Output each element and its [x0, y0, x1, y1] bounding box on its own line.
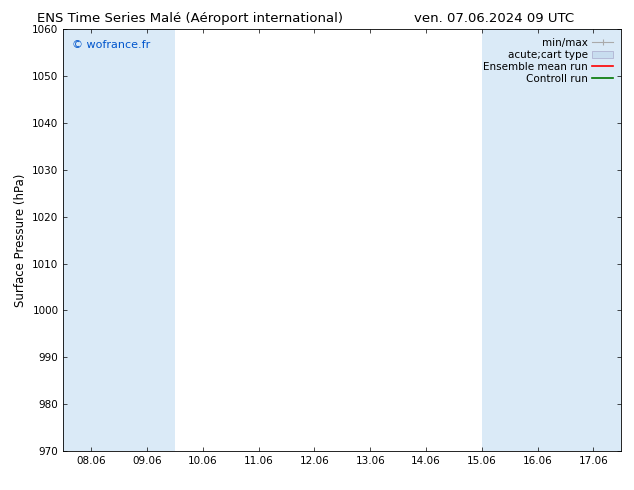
Text: ENS Time Series Malé (Aéroport international): ENS Time Series Malé (Aéroport internati… [37, 12, 343, 25]
Text: ven. 07.06.2024 09 UTC: ven. 07.06.2024 09 UTC [415, 12, 574, 25]
Text: © wofrance.fr: © wofrance.fr [72, 40, 150, 50]
Legend: min/max, acute;cart type, Ensemble mean run, Controll run: min/max, acute;cart type, Ensemble mean … [480, 35, 616, 87]
Bar [63, 29, 175, 451]
Y-axis label: Surface Pressure (hPa): Surface Pressure (hPa) [14, 173, 27, 307]
Bar [482, 29, 621, 451]
